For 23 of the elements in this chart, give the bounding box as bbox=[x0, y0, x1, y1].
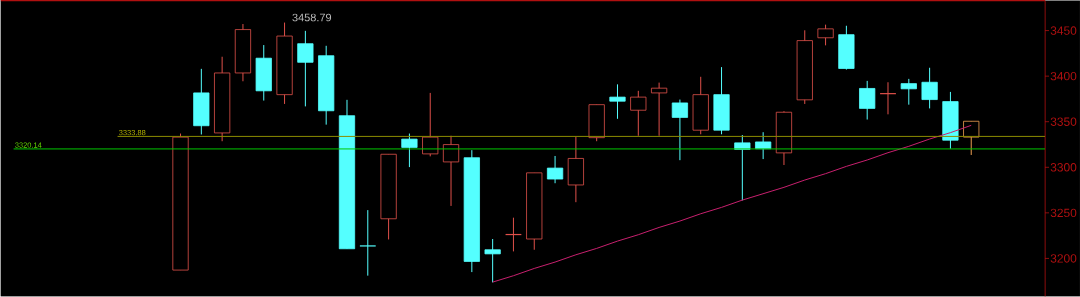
y-tick-label: 3200 bbox=[1050, 254, 1077, 263]
annotation: 3458.79 bbox=[292, 13, 332, 22]
y-tick-label: 3300 bbox=[1050, 163, 1077, 172]
candlestick bbox=[900, 78, 917, 106]
y-tick-label: 3450 bbox=[1050, 26, 1077, 35]
candlestick bbox=[921, 67, 938, 109]
candlestick bbox=[359, 209, 377, 277]
candlestick bbox=[671, 99, 689, 161]
candlestick bbox=[422, 92, 439, 157]
candlestick bbox=[442, 135, 460, 207]
candlestick bbox=[859, 80, 876, 121]
y-tick-label: 3400 bbox=[1050, 71, 1077, 81]
candlestick bbox=[401, 133, 418, 168]
candlestick bbox=[484, 238, 501, 283]
candlestick bbox=[651, 82, 668, 137]
y-tick-label: 3250 bbox=[1050, 208, 1077, 218]
candlestick bbox=[630, 90, 647, 137]
candlestick bbox=[817, 24, 834, 46]
y-tick-label: 3350 bbox=[1050, 117, 1077, 126]
candlestick bbox=[609, 83, 626, 120]
candlestick bbox=[963, 120, 980, 156]
candlestick bbox=[297, 30, 314, 107]
candlestick bbox=[546, 155, 564, 184]
